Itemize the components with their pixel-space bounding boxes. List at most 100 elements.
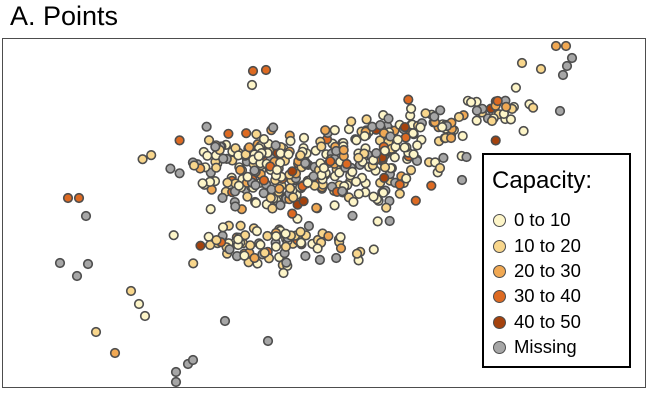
facility-point <box>219 315 231 327</box>
facility-point <box>247 65 259 77</box>
facility-point <box>258 134 270 145</box>
facility-point <box>210 141 221 152</box>
facility-point <box>170 366 182 378</box>
facility-point <box>392 134 403 145</box>
facility-point <box>137 154 148 165</box>
facility-point <box>461 151 472 163</box>
facility-point <box>372 216 383 227</box>
facility-point <box>246 79 258 91</box>
facility-point <box>295 226 306 237</box>
facility-point <box>466 97 477 108</box>
facility-point <box>308 171 319 182</box>
facility-point <box>351 248 363 259</box>
facility-point <box>435 105 446 116</box>
facility-point <box>265 192 276 203</box>
facility-point <box>335 232 346 243</box>
facility-point <box>242 171 253 182</box>
facility-point <box>125 285 137 297</box>
facility-point <box>285 135 296 147</box>
facility-point <box>316 141 327 152</box>
facility-point <box>399 142 410 153</box>
legend-label: 30 to 40 <box>514 285 581 306</box>
facility-point <box>554 105 566 117</box>
plot-frame <box>2 38 646 388</box>
facility-point <box>408 149 419 160</box>
facility-point <box>406 103 417 114</box>
facility-point <box>274 183 285 194</box>
facility-point <box>298 196 309 207</box>
facility-point <box>295 150 306 161</box>
facility-point <box>82 258 94 270</box>
legend-title: Capacity: <box>492 167 593 194</box>
facility-point <box>347 210 358 221</box>
facility-point <box>188 258 199 269</box>
facility-point <box>384 215 395 227</box>
facility-point <box>368 191 379 202</box>
facility-point <box>146 150 157 161</box>
facility-point <box>510 82 522 93</box>
facility-point <box>453 111 465 123</box>
facility-point <box>211 162 222 173</box>
facility-point <box>311 202 322 213</box>
facility-point <box>383 113 394 124</box>
facility-point <box>217 192 228 203</box>
facility-point <box>359 131 370 142</box>
facility-point <box>346 116 357 127</box>
facility-point <box>492 95 503 107</box>
facility-point <box>224 244 235 255</box>
panel-title: A. Points <box>10 1 119 31</box>
facility-point <box>233 180 244 191</box>
legend-swatch-icon <box>493 289 506 303</box>
facility-point <box>139 310 151 322</box>
facility-point <box>242 191 253 202</box>
legend-swatch-icon <box>493 213 506 227</box>
facility-point <box>375 119 386 131</box>
facility-point <box>251 226 262 237</box>
facility-point <box>351 176 362 187</box>
facility-point <box>235 220 246 231</box>
facility-point <box>80 210 92 222</box>
facility-point <box>486 115 498 127</box>
facility-point <box>245 240 256 251</box>
facility-point <box>170 376 182 388</box>
facility-point <box>408 128 419 139</box>
facility-point <box>490 135 501 146</box>
facility-point <box>516 57 528 69</box>
facility-point <box>302 177 313 188</box>
facility-point <box>268 122 279 133</box>
facility-point <box>270 140 281 151</box>
facility-point <box>275 200 286 211</box>
facility-point <box>351 135 362 146</box>
legend-label: 10 to 20 <box>514 235 581 256</box>
facility-point <box>259 247 270 258</box>
facility-point <box>426 180 437 191</box>
facility-point <box>189 160 200 171</box>
facility-point <box>195 240 206 251</box>
legend-label: Missing <box>514 336 577 357</box>
facility-point <box>280 241 292 252</box>
facility-point <box>260 64 272 76</box>
facility-point <box>253 151 264 162</box>
facility-point <box>325 156 336 167</box>
facility-point <box>271 164 283 175</box>
facility-point <box>287 166 298 177</box>
legend-swatch-icon <box>493 239 506 253</box>
facility-point <box>471 115 482 126</box>
facility-point <box>335 243 347 254</box>
facility-point <box>73 192 85 204</box>
facility-point <box>381 202 392 213</box>
facility-point <box>278 267 289 279</box>
facility-point <box>287 208 298 219</box>
facility-point <box>501 101 512 112</box>
facility-point <box>341 158 352 170</box>
legend-item-10-to-20: 10 to 20 <box>492 235 581 257</box>
legend: Capacity: 0 to 10 10 to 20 20 to 30 30 t… <box>482 153 631 368</box>
facility-point <box>168 230 179 241</box>
facility-point <box>211 235 222 246</box>
facility-point <box>561 60 573 72</box>
facility-point <box>318 162 330 174</box>
facility-point <box>241 128 252 139</box>
facility-point <box>203 135 215 146</box>
facility-point <box>347 166 358 177</box>
facility-point <box>320 125 331 136</box>
